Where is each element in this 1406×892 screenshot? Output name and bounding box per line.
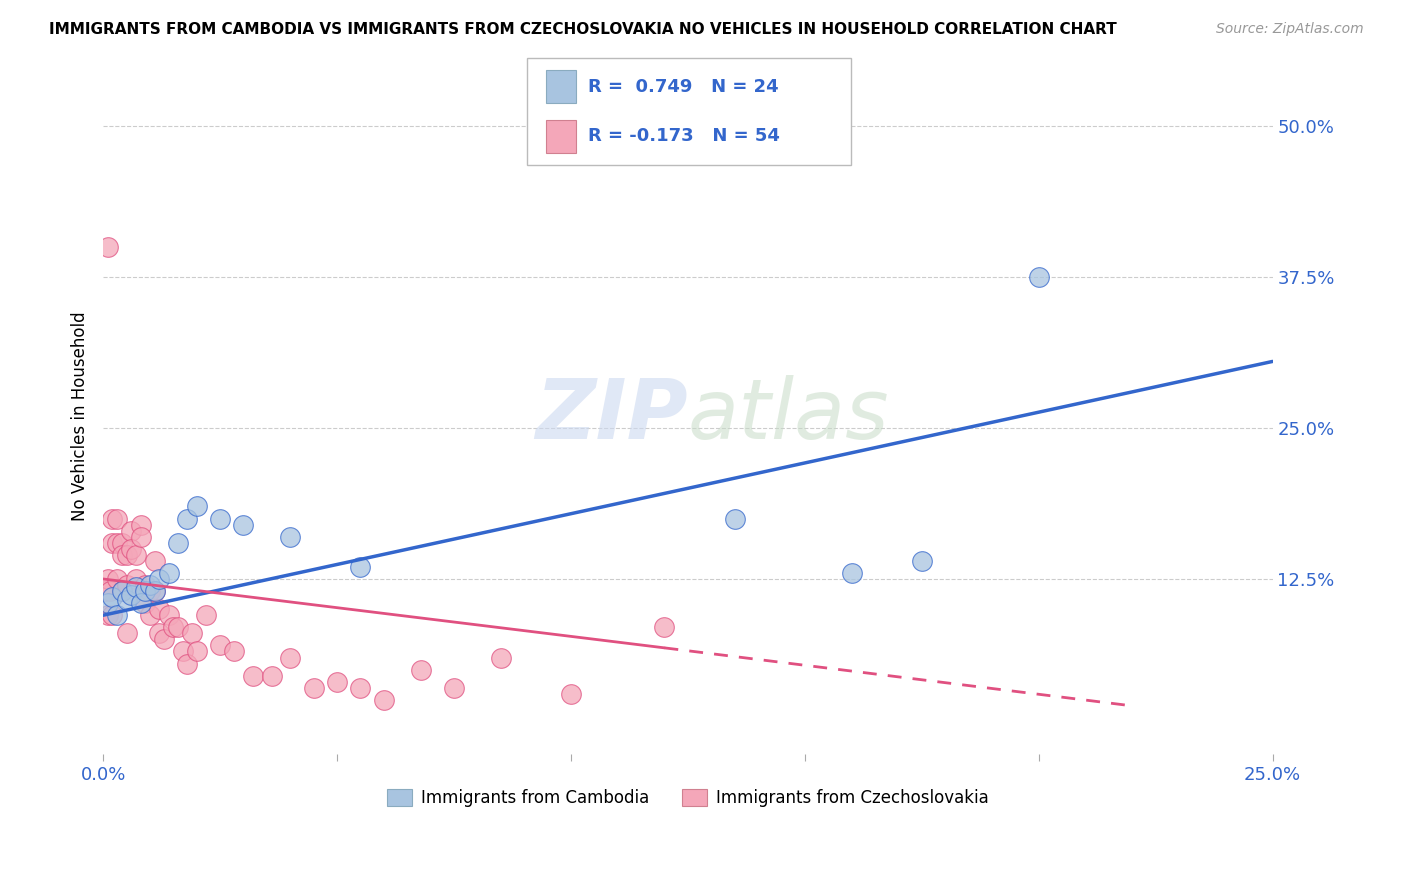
Point — [181, 626, 204, 640]
Point — [115, 578, 138, 592]
Point — [134, 584, 156, 599]
Point — [209, 639, 232, 653]
Point — [97, 596, 120, 610]
Point — [349, 681, 371, 695]
Point — [157, 608, 180, 623]
Point — [111, 584, 134, 599]
Text: R = -0.173   N = 54: R = -0.173 N = 54 — [588, 128, 779, 145]
Point — [242, 668, 264, 682]
Point — [134, 596, 156, 610]
Text: Source: ZipAtlas.com: Source: ZipAtlas.com — [1216, 22, 1364, 37]
Point — [153, 632, 176, 647]
Point — [129, 530, 152, 544]
Point — [101, 535, 124, 549]
Point — [186, 644, 208, 658]
Point — [143, 584, 166, 599]
Point — [209, 511, 232, 525]
Point — [176, 511, 198, 525]
Point — [278, 530, 301, 544]
Point — [125, 572, 148, 586]
Point — [120, 541, 142, 556]
Point — [489, 650, 512, 665]
Point — [172, 644, 194, 658]
Point — [111, 584, 134, 599]
Point — [105, 535, 128, 549]
Point — [148, 602, 170, 616]
Point — [278, 650, 301, 665]
Point — [326, 674, 349, 689]
Point — [232, 517, 254, 532]
Point — [115, 626, 138, 640]
Text: ZIP: ZIP — [536, 376, 688, 457]
Point — [148, 626, 170, 640]
Point — [143, 584, 166, 599]
Point — [97, 572, 120, 586]
Point — [115, 548, 138, 562]
Text: atlas: atlas — [688, 376, 890, 457]
Point — [841, 566, 863, 580]
Point — [411, 663, 433, 677]
Point — [129, 596, 152, 610]
Y-axis label: No Vehicles in Household: No Vehicles in Household — [72, 311, 89, 521]
Point — [101, 511, 124, 525]
Text: R =  0.749   N = 24: R = 0.749 N = 24 — [588, 78, 779, 95]
Point — [105, 572, 128, 586]
Point — [94, 584, 117, 599]
Point — [101, 608, 124, 623]
Point — [654, 620, 676, 634]
Text: IMMIGRANTS FROM CAMBODIA VS IMMIGRANTS FROM CZECHOSLOVAKIA NO VEHICLES IN HOUSEH: IMMIGRANTS FROM CAMBODIA VS IMMIGRANTS F… — [49, 22, 1116, 37]
Point — [125, 548, 148, 562]
Point — [134, 578, 156, 592]
Point — [167, 620, 190, 634]
Legend: Immigrants from Cambodia, Immigrants from Czechoslovakia: Immigrants from Cambodia, Immigrants fro… — [381, 782, 995, 814]
Point — [111, 535, 134, 549]
Point — [139, 578, 162, 592]
Point — [148, 572, 170, 586]
Point — [176, 657, 198, 671]
Point — [125, 581, 148, 595]
Point — [139, 584, 162, 599]
Point — [349, 560, 371, 574]
Point — [302, 681, 325, 695]
Point — [373, 693, 395, 707]
Point — [120, 588, 142, 602]
Point — [101, 590, 124, 604]
Point — [129, 517, 152, 532]
Point — [97, 608, 120, 623]
Point — [186, 500, 208, 514]
Point — [115, 592, 138, 607]
Point — [1028, 269, 1050, 284]
Point — [111, 548, 134, 562]
Point — [167, 535, 190, 549]
Point — [911, 554, 934, 568]
Point — [105, 608, 128, 623]
Point — [195, 608, 218, 623]
Point — [723, 511, 745, 525]
Point — [260, 668, 283, 682]
Point — [162, 620, 184, 634]
Point — [98, 584, 121, 599]
Point — [105, 511, 128, 525]
Point — [139, 608, 162, 623]
Point — [97, 239, 120, 253]
Point — [143, 554, 166, 568]
Point — [443, 681, 465, 695]
Point — [560, 687, 582, 701]
Point — [157, 566, 180, 580]
Point — [224, 644, 246, 658]
Point — [120, 524, 142, 538]
